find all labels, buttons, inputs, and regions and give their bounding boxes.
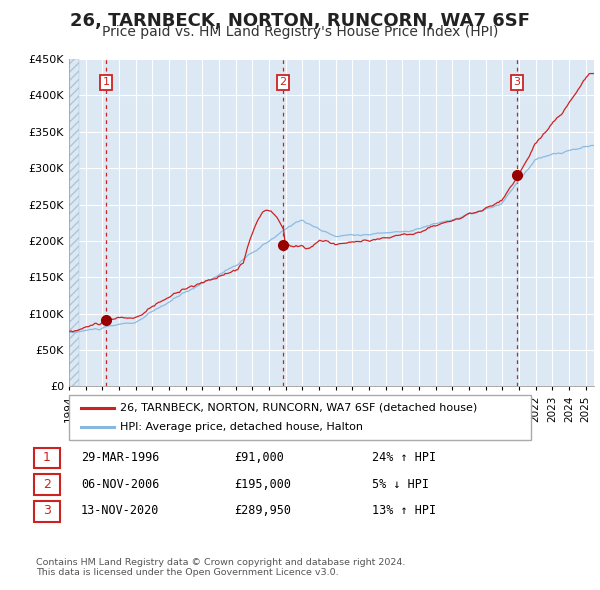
Text: 3: 3 bbox=[43, 504, 51, 517]
Text: 2: 2 bbox=[280, 77, 287, 87]
Text: Contains HM Land Registry data © Crown copyright and database right 2024.
This d: Contains HM Land Registry data © Crown c… bbox=[36, 558, 406, 577]
Text: HPI: Average price, detached house, Halton: HPI: Average price, detached house, Halt… bbox=[120, 422, 363, 432]
Text: 29-MAR-1996: 29-MAR-1996 bbox=[81, 451, 160, 464]
Text: 13% ↑ HPI: 13% ↑ HPI bbox=[372, 504, 436, 517]
Text: £289,950: £289,950 bbox=[234, 504, 291, 517]
Text: Price paid vs. HM Land Registry's House Price Index (HPI): Price paid vs. HM Land Registry's House … bbox=[102, 25, 498, 40]
Text: 06-NOV-2006: 06-NOV-2006 bbox=[81, 478, 160, 491]
Text: 1: 1 bbox=[103, 77, 109, 87]
Text: 3: 3 bbox=[514, 77, 520, 87]
Text: 24% ↑ HPI: 24% ↑ HPI bbox=[372, 451, 436, 464]
Text: 1: 1 bbox=[43, 451, 51, 464]
Text: £195,000: £195,000 bbox=[234, 478, 291, 491]
Text: 2: 2 bbox=[43, 478, 51, 491]
Text: £91,000: £91,000 bbox=[234, 451, 284, 464]
Text: 26, TARNBECK, NORTON, RUNCORN, WA7 6SF: 26, TARNBECK, NORTON, RUNCORN, WA7 6SF bbox=[70, 12, 530, 30]
Text: 5% ↓ HPI: 5% ↓ HPI bbox=[372, 478, 429, 491]
Text: 26, TARNBECK, NORTON, RUNCORN, WA7 6SF (detached house): 26, TARNBECK, NORTON, RUNCORN, WA7 6SF (… bbox=[120, 403, 477, 412]
Text: 13-NOV-2020: 13-NOV-2020 bbox=[81, 504, 160, 517]
